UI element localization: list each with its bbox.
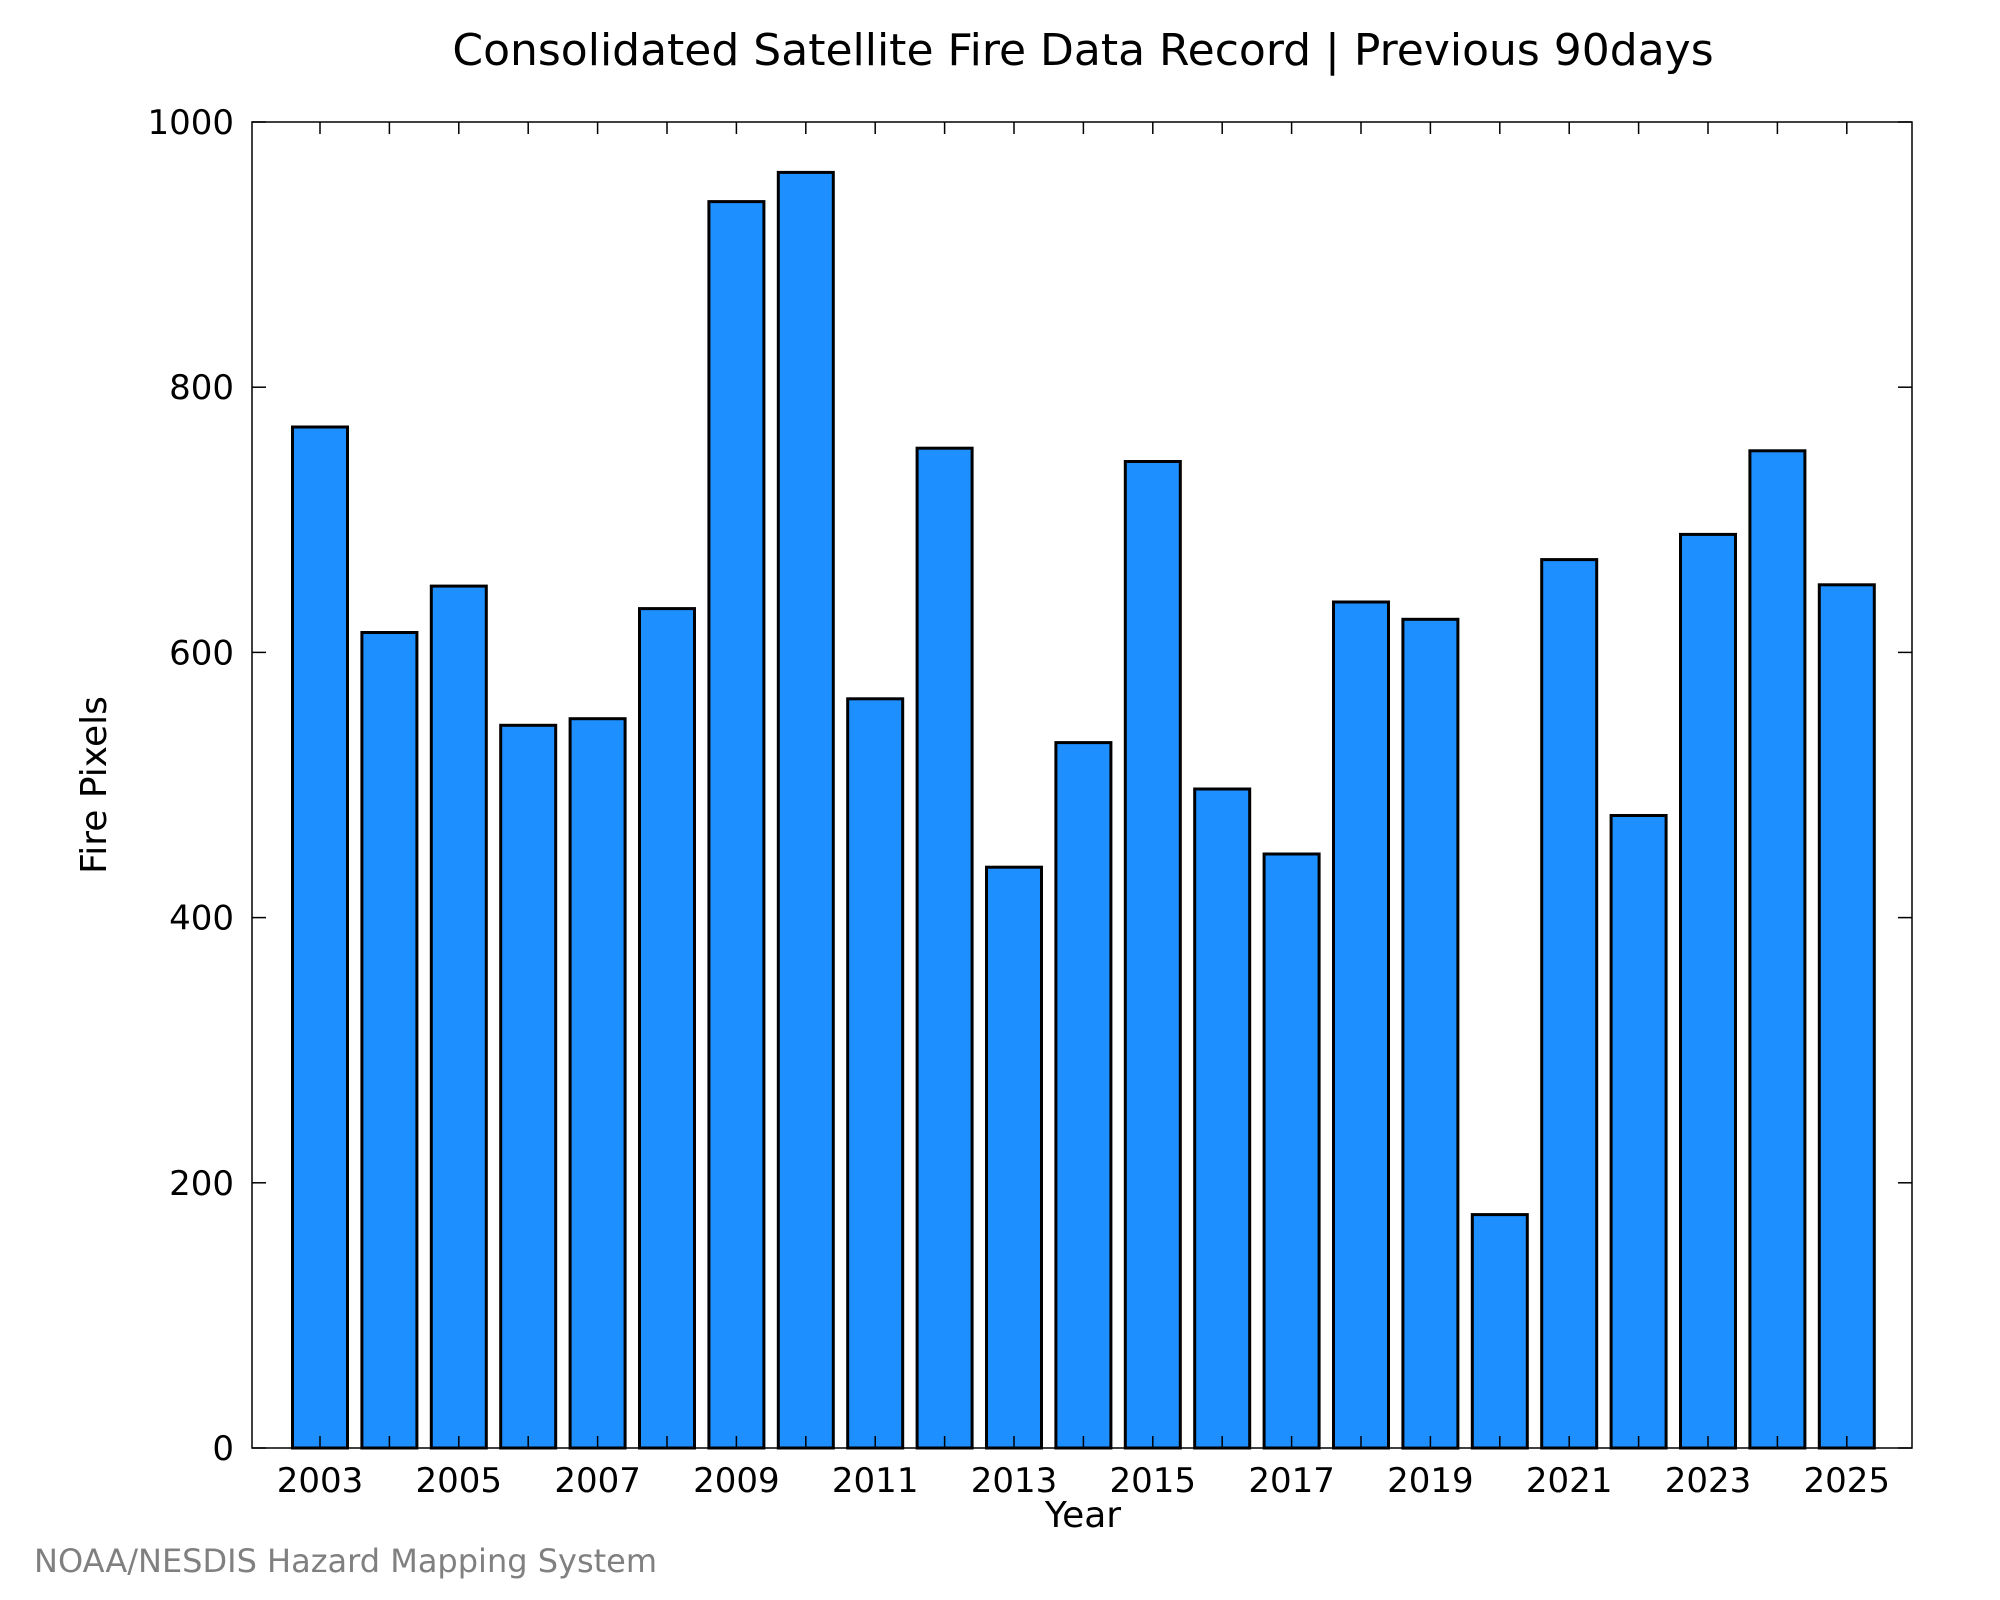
x-tick-label: 2005 [416, 1461, 503, 1501]
bar-2008 [638, 607, 696, 1450]
bar-2006 [499, 723, 558, 1450]
x-tick-label: 2003 [277, 1461, 364, 1501]
y-axis-label: Fire Pixels [74, 696, 115, 874]
bar-2005 [429, 584, 488, 1450]
y-tick-label: 400 [169, 899, 234, 939]
x-tick-label: 2023 [1665, 1461, 1752, 1501]
chart-title: Consolidated Satellite Fire Data Record … [452, 25, 1713, 76]
y-tick-label: 800 [169, 368, 234, 408]
x-tick-label: 2019 [1387, 1461, 1474, 1501]
x-tick-label: 2013 [971, 1461, 1058, 1501]
bar-2020 [1470, 1213, 1529, 1450]
bar-2010 [776, 170, 835, 1450]
x-tick-label: 2015 [1110, 1461, 1197, 1501]
plot-frame [251, 121, 1913, 1449]
credit-text: NOAA/NESDIS Hazard Mapping System [34, 1542, 657, 1580]
bar-2018 [1332, 600, 1390, 1450]
x-tick-label: 2011 [832, 1461, 919, 1501]
bar-2016 [1193, 787, 1252, 1450]
bar-2024 [1748, 449, 1807, 1450]
bar-2004 [360, 631, 419, 1450]
y-tick-label: 0 [212, 1429, 234, 1469]
bar-2023 [1679, 532, 1737, 1450]
bar-2007 [568, 717, 627, 1450]
bar-2015 [1123, 460, 1182, 1450]
bar-2003 [291, 425, 349, 1450]
x-tick-label: 2025 [1804, 1461, 1891, 1501]
y-tick-labels: 0 200 400 600 800 1000 [147, 103, 234, 1469]
bar-2012 [915, 446, 974, 1450]
y-tick-label: 200 [169, 1164, 234, 1204]
y-tick-label: 1000 [147, 103, 234, 143]
bar-2009 [707, 200, 766, 1450]
bar-2013 [985, 865, 1043, 1450]
bar-2014 [1054, 741, 1113, 1450]
x-tick-label: 2007 [554, 1461, 641, 1501]
x-tick-label: 2017 [1248, 1461, 1335, 1501]
bar-2025 [1817, 583, 1876, 1450]
x-axis-label: Year [1044, 1495, 1121, 1536]
x-tick-label: 2021 [1526, 1461, 1613, 1501]
bars-layer [291, 170, 1876, 1450]
x-tick-labels: 2003 2005 2007 2009 2011 2013 2015 2017 2019 2021… [277, 1461, 1890, 1501]
bar-2021 [1540, 558, 1599, 1450]
x-tick-label: 2009 [693, 1461, 780, 1501]
bar-2011 [846, 697, 905, 1450]
ticks-layer [252, 121, 1912, 1449]
bar-2019 [1401, 617, 1460, 1450]
y-tick-label: 600 [169, 633, 234, 673]
bar-2017 [1262, 852, 1321, 1450]
bar-2022 [1609, 814, 1668, 1450]
